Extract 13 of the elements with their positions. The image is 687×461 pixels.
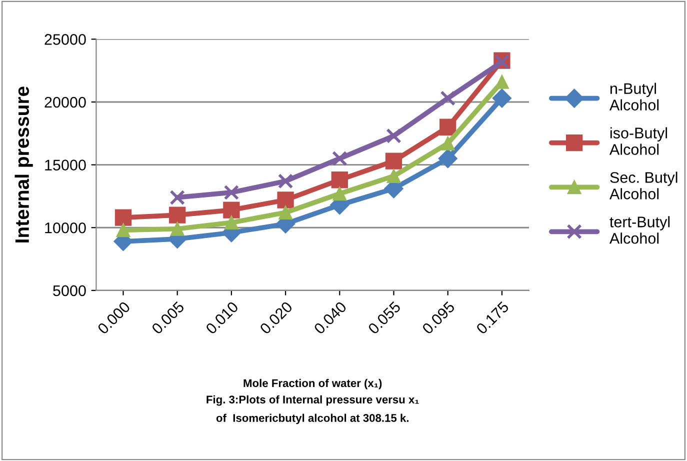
y-tick-label: 20000 [44,96,86,108]
legend-label: Sec. Butyl Alcohol [609,172,678,200]
y-tick-label: 25000 [44,34,86,45]
y-tick-label: 10000 [45,222,86,234]
legend-label: iso-Butyl Alcohol [609,127,668,155]
legend-label: tert-Butyl Alcohol [609,216,670,244]
y-tick-label: 15000 [45,160,86,170]
y-axis-title: Internal pressure [14,86,33,242]
caption: Fig. 3:Plots of Internal pressure versu x₁ [206,395,419,406]
text: of Isomericbutyl alcohol at 308.15 k. [216,414,408,424]
y-tick-label: 5000 [53,285,86,296]
x-axis-title: Mole Fraction of water (x₁) [244,378,382,390]
legend-label: n-Butyl Alcohol [609,82,659,110]
